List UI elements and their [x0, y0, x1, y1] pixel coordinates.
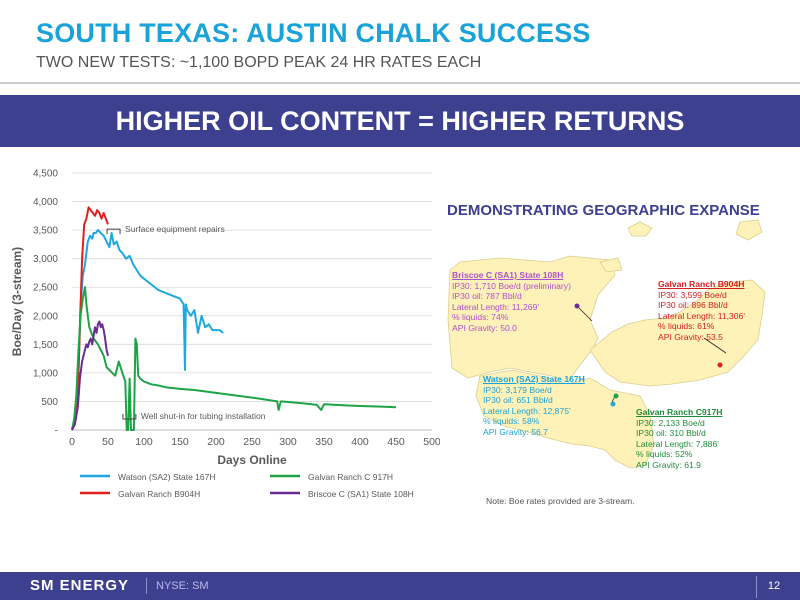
- page-number-box: [756, 576, 793, 598]
- galvan-c-marker: [613, 393, 619, 399]
- well-label-briscoe: Briscoe C (SA1) State 108H IP30: 1,710 B…: [452, 270, 571, 334]
- y-tick-label: 500: [41, 397, 58, 408]
- well-api: API Gravity: 61.9: [636, 459, 701, 470]
- well-api: API Gravity: 50.0: [452, 322, 517, 333]
- stock-ticker: NYSE: SM: [156, 580, 209, 592]
- well-oil: IP30 oil: 896 Bbl/d: [658, 300, 728, 311]
- well-liquids: % liquids: 58%: [483, 416, 540, 427]
- company-logo: SM ENERGY: [30, 577, 130, 594]
- series-line-0: [71, 229, 224, 431]
- legend-label: Briscoe C (SA1) State 108H: [308, 489, 414, 499]
- map-acreage: [447, 219, 766, 469]
- x-tick-label: 450: [387, 436, 405, 448]
- annotation-bracket: [122, 414, 137, 420]
- x-tick-label: 50: [102, 436, 114, 448]
- series-line-3: [71, 320, 109, 431]
- well-ip30: IP30: 3,179 Boe/d: [483, 384, 552, 395]
- banner: [0, 95, 800, 147]
- well-lateral: Lateral Length: 11,306': [658, 310, 746, 321]
- footnote: Note: Boe rates provided are 3-stream.: [486, 496, 635, 506]
- well-liquids: % liquids: 61%: [658, 321, 715, 332]
- y-tick-label: 3,500: [33, 226, 58, 237]
- page-number: 12: [767, 580, 781, 592]
- legend-label: Galvan Ranch C 917H: [308, 472, 393, 482]
- x-tick-label: 250: [243, 436, 261, 448]
- well-lateral: Lateral Length: 11,269': [452, 301, 540, 312]
- annotation-label: Surface equipment repairs: [125, 224, 225, 234]
- y-tick-label: 1,500: [33, 340, 58, 351]
- well-liquids: % liquids: 74%: [452, 312, 509, 323]
- well-ip30: IP30: 2,133 Boe/d: [636, 417, 705, 428]
- well-api: API Gravity: 56.7: [483, 426, 548, 437]
- series-line-1: [71, 206, 109, 431]
- annotation-bracket: [106, 228, 121, 235]
- x-tick-label: 350: [315, 436, 333, 448]
- x-tick-label: 200: [207, 436, 225, 448]
- watson-marker: [610, 401, 616, 407]
- x-tick-label: 400: [351, 436, 369, 448]
- well-ip30: IP30: 3,599 Boe/d: [658, 289, 727, 300]
- slide-subtitle: TWO NEW TESTS: ~1,100 BOPD PEAK 24 HR RA…: [36, 54, 482, 71]
- y-tick-label: 3,000: [33, 254, 58, 265]
- well-label-galvan-c: Galvan Ranch C917H IP30: 2,133 Boe/d IP3…: [636, 407, 722, 471]
- x-tick-label: 150: [171, 436, 189, 448]
- banner-text: HIGHER OIL CONTENT = HIGHER RETURNS: [115, 106, 685, 136]
- y-tick-label: 2,500: [33, 283, 58, 294]
- galvan-b-marker: [717, 362, 723, 368]
- well-name: Galvan Ranch B904H: [658, 279, 745, 289]
- well-name: Briscoe C (SA1) State 108H: [452, 270, 564, 280]
- well-lateral: Lateral Length: 12,875': [483, 405, 571, 416]
- slide-title: SOUTH TEXAS: AUSTIN CHALK SUCCESS: [36, 18, 591, 48]
- y-tick-label: 4,500: [33, 169, 58, 180]
- x-tick-label: 0: [69, 436, 75, 448]
- footer-divider: [146, 578, 147, 594]
- x-axis-title: Days Online: [217, 453, 287, 467]
- well-label-watson: Watson (SA2) State 167H IP30: 3,179 Boe/…: [483, 374, 585, 438]
- well-oil: IP30 oil: 310 Bbl/d: [636, 428, 706, 439]
- well-oil: IP30 oil: 787 Bbl/d: [452, 291, 522, 302]
- legend-label: Galvan Ranch B904H: [118, 489, 200, 499]
- y-tick-label: 1,000: [33, 368, 58, 379]
- well-api: API Gravity: 53.5: [658, 331, 723, 342]
- legend-label: Watson (SA2) State 167H: [118, 472, 215, 482]
- x-tick-label: 300: [279, 436, 297, 448]
- well-label-galvan-b: Galvan Ranch B904H IP30: 3,599 Boe/d IP3…: [658, 279, 745, 343]
- header-divider: [0, 82, 800, 84]
- y-tick-label: 4,000: [33, 197, 58, 208]
- map-title: DEMONSTRATING GEOGRAPHIC EXPANSE: [447, 202, 760, 219]
- well-name: Galvan Ranch C917H: [636, 407, 723, 417]
- well-lateral: Lateral Length: 7,886': [636, 438, 719, 449]
- y-axis-title: Boe/Day (3-stream): [10, 247, 24, 356]
- well-ip30: IP30: 1,710 Boe/d (preliminary): [452, 280, 571, 291]
- annotation-label: Well shut-in for tubing installation: [141, 411, 266, 421]
- footer-bar: [0, 572, 800, 600]
- briscoe-marker: [574, 303, 580, 309]
- map-area: [447, 219, 766, 469]
- y-tick-label: -: [55, 426, 58, 437]
- map-well-markers: [574, 303, 723, 407]
- well-oil: IP30 oil: 651 Bbl/d: [483, 395, 553, 406]
- well-liquids: % liquids: 52%: [636, 449, 693, 460]
- well-name: Watson (SA2) State 167H: [483, 374, 585, 384]
- y-tick-label: 2,000: [33, 311, 58, 322]
- x-tick-label: 500: [423, 436, 440, 448]
- x-tick-label: 100: [135, 436, 153, 448]
- series-line-2: [71, 286, 397, 431]
- production-chart: -5001,0001,5002,0002,5003,0003,5004,0004…: [10, 169, 440, 500]
